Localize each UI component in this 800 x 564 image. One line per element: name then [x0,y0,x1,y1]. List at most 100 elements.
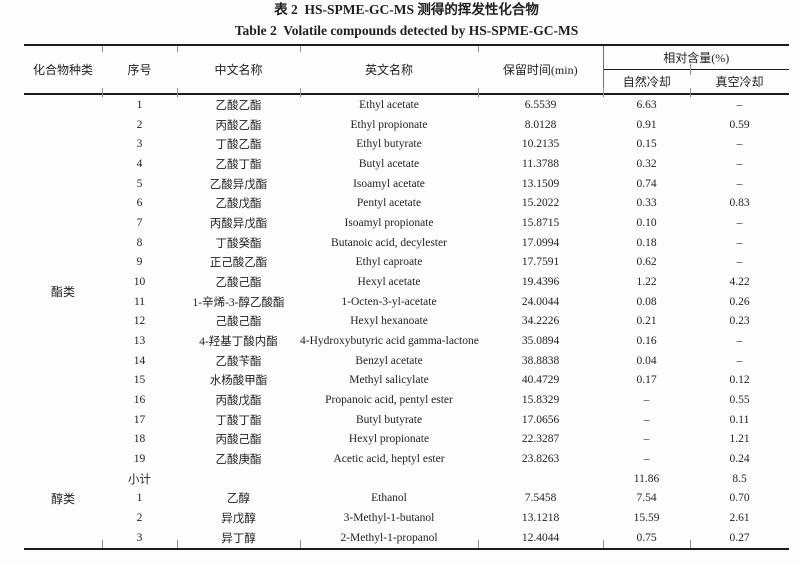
table-row: 13 4-羟基丁酸内酯 4-Hydroxybutyric acid gamma-la… [24,331,789,351]
column-rule-tick [102,45,103,52]
compounds-table: 化合物种类 序号 中文名称 英文名称 保留时间(min) 相对含量(%) 自然冷… [24,44,789,550]
cell-index: 18 [133,433,146,446]
header-vacuum-cooling: 真空冷却 [715,75,764,89]
cell-index: 14 [133,354,146,367]
cell-vacuum-cooling: – [736,335,743,348]
cell-name-zh: 丙酸戊酯 [215,395,262,408]
cell-name-en: 4-Hydroxybutyric acid gamma-lactone [300,335,479,348]
cell-name-zh: 丁酸乙酯 [215,139,262,152]
cell-natural-cooling: 0.15 [636,138,657,151]
cell-vacuum-cooling: – [736,256,743,269]
cell-retention-time [478,469,603,489]
group-label: 醇类 [50,491,75,506]
cell-natural-cooling: 0.33 [636,197,657,210]
cell-vacuum-cooling: – [736,177,743,190]
table-row: 15 水杨酸甲酯 Methyl salicylate 40.4729 0.17 0.12 [24,371,789,391]
cell-retention-time: 38.8838 [521,354,560,367]
cell-natural-cooling: 0.18 [636,236,657,249]
cell-name-en: Butyl acetate [358,158,420,171]
column-rule-tick [102,540,103,548]
column-rule-tick [102,88,103,97]
cell-retention-time: 15.8715 [521,217,560,230]
cell-vacuum-cooling: – [736,236,743,249]
cell-name-en: Isoamyl acetate [353,177,425,190]
header-relative-content: 相对含量(%) [603,45,789,70]
column-rule-tick [300,540,301,548]
cell-index: 16 [133,394,146,407]
cell-name-en: Isoamyl propionate [344,217,434,230]
cell-name-en: Ethyl acetate [359,98,419,111]
cell-vacuum-cooling: 0.70 [729,492,750,505]
cell-name-zh: 水杨酸甲酯 [209,375,268,388]
cell-vacuum-cooling: 0.24 [729,453,750,466]
cell-natural-cooling: 6.63 [636,98,657,111]
cell-retention-time: 13.1218 [521,512,560,525]
header-name-en: 英文名称 [364,63,413,77]
table-row: 7 丙酸异戊酯 Isoamyl propionate 15.8715 0.10 – [24,213,789,233]
table-region: 化合物种类 序号 中文名称 英文名称 保留时间(min) 相对含量(%) 自然冷… [24,44,789,550]
cell-index: 2 [136,118,143,131]
cell-index: 4 [136,158,143,171]
cell-retention-time: 12.4044 [521,532,560,544]
table-body: 酯类 1 乙酸乙酯 Ethyl acetate 6.5539 6.63 – 2 丙酸乙酯 Ethy… [24,94,789,549]
cell-vacuum-cooling: – [736,138,743,151]
table-row: 2 异戊醇 3-Methyl-1-butanol 13.1218 15.59 2.61 [24,508,789,528]
cell-retention-time: 6.5539 [524,98,557,111]
cell-vacuum-cooling: – [736,354,743,367]
table-row: 11 1-辛烯-3-醇乙酸酯 1-Octen-3-yl-acetate 24.0044… [24,292,789,312]
cell-name-zh: 1-辛烯-3-醇乙酸酯 [192,296,285,309]
cell-name-zh: 异丁醇 [221,533,256,545]
cell-natural-cooling: 0.91 [636,118,657,131]
table-row: 14 乙酸苄酯 Benzyl acetate 38.8838 0.04 – [24,351,789,371]
cell-name-zh: 正己酸乙酯 [209,257,268,270]
column-rule-tick [690,88,691,97]
table-row: 17 丁酸丁酯 Butyl butyrate 17.0656 – 0.11 [24,410,789,430]
cell-index: 7 [136,217,143,230]
cell-vacuum-cooling: – [736,217,743,230]
cell-name-zh: 乙酸己酯 [215,277,262,290]
cell-natural-cooling: 0.16 [636,335,657,348]
cell-natural-cooling: 15.59 [633,512,660,525]
cell-name-zh [177,469,300,489]
header-index: 序号 [127,63,152,77]
cell-index: 5 [136,177,143,190]
cell-retention-time: 17.0656 [521,413,560,426]
cell-index: 6 [136,197,143,210]
cell-vacuum-cooling: 0.27 [729,532,750,544]
cell-vacuum-cooling: – [736,158,743,171]
cell-vacuum-cooling: – [736,98,743,111]
cell-natural-cooling: – [643,394,650,407]
cell-index: 15 [133,374,146,387]
cell-name-zh: 乙酸庚酯 [215,454,262,467]
cell-name-zh: 乙酸乙酯 [215,99,262,112]
cell-retention-time: 22.3287 [521,433,560,446]
cell-name-zh: 己酸己酯 [215,316,262,329]
cell-index: 9 [136,256,143,269]
cell-retention-time: 15.2022 [521,197,560,210]
cell-name-zh: 乙酸丁酯 [215,159,262,172]
cell-name-zh: 丙酸异戊酯 [209,218,268,231]
cell-retention-time: 17.0994 [521,236,560,249]
cell-name-en: Acetic acid, heptyl ester [333,453,445,466]
cell-retention-time: 24.0044 [521,295,560,308]
table-row: 12 己酸己酯 Hexyl hexanoate 34.2226 0.21 0.23 [24,312,789,332]
cell-index: 1 [136,492,143,505]
cell-name-en: Benzyl acetate [355,354,423,367]
cell-name-en: Hexyl propionate [348,433,430,446]
table-row: 3 丁酸乙酯 Ethyl butyrate 10.2135 0.15 – [24,135,789,155]
table-title-en: Table 2 Volatile compounds detected by H… [234,23,579,38]
cell-vacuum-cooling: 8.5 [732,472,747,485]
group-label: 酯类 [50,285,75,300]
cell-retention-time: 13.1509 [521,177,560,190]
cell-name-zh: 异戊醇 [221,513,256,526]
cell-name-zh: 乙酸异戊酯 [209,178,268,191]
cell-vacuum-cooling: 1.21 [729,433,750,446]
column-rule-tick [177,45,178,52]
table-row: 8 丁酸癸酯 Butanoic acid, decylester 17.0994 0.1… [24,233,789,253]
table-row: 5 乙酸异戊酯 Isoamyl acetate 13.1509 0.74 – [24,174,789,194]
cell-natural-cooling: – [643,453,650,466]
cell-name-en [300,469,478,489]
table-title-zh: 表 2 HS-SPME-GC-MS 测得的挥发性化合物 [274,2,539,17]
cell-index: 1 [136,98,143,111]
cell-name-en: Ethanol [371,492,407,505]
